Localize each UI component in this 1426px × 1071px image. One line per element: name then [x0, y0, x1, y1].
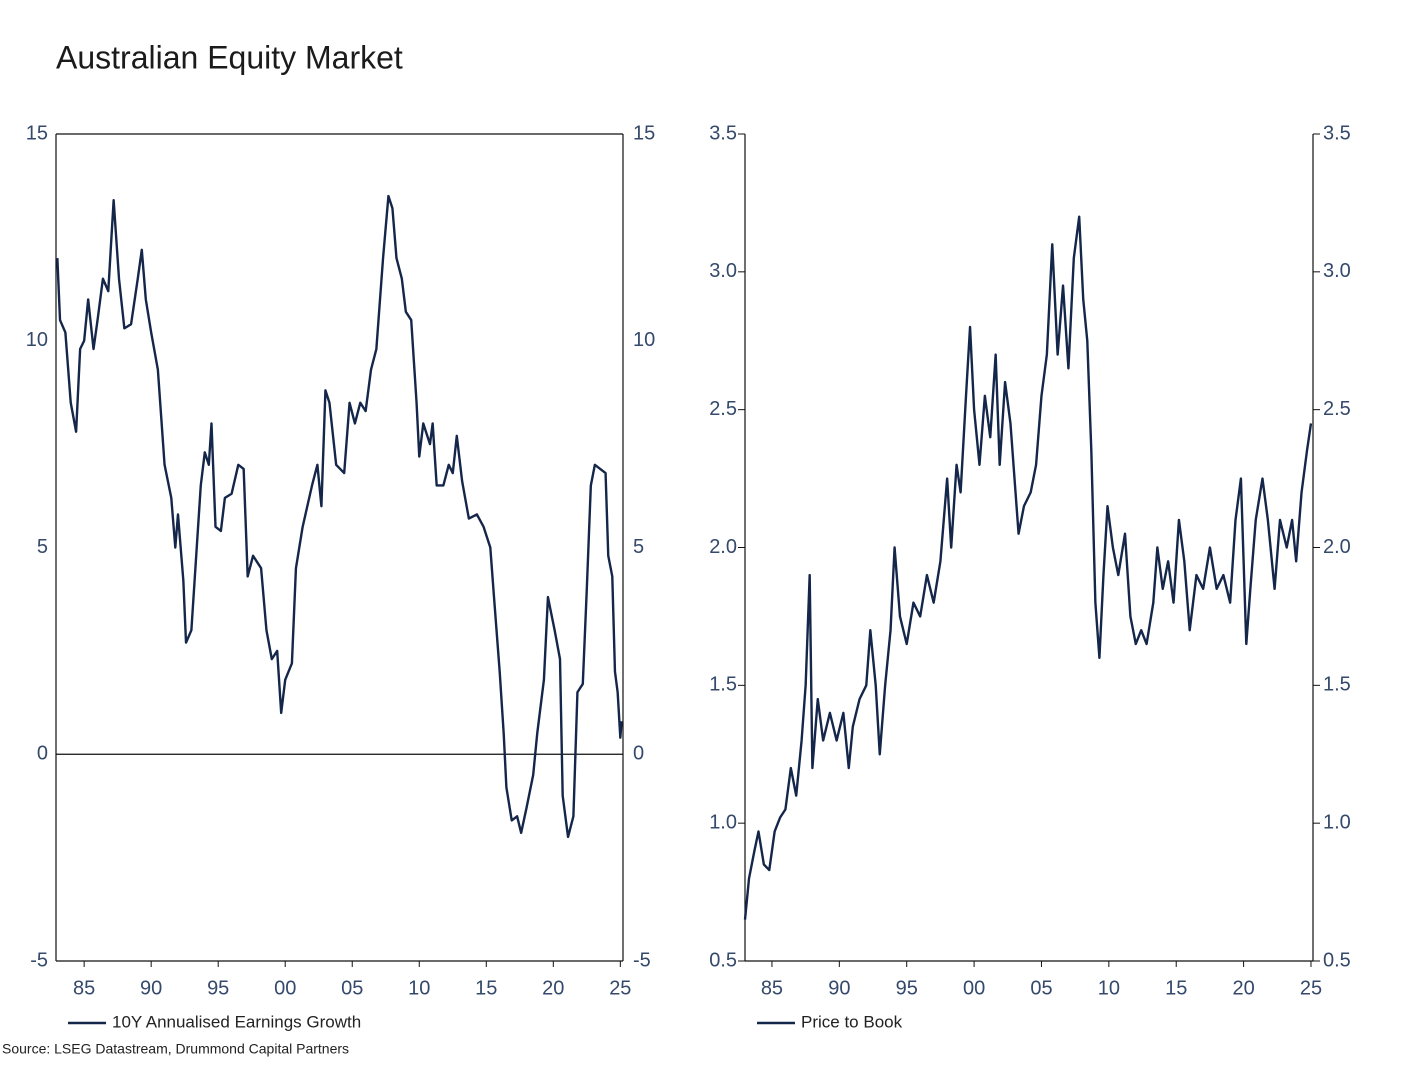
- legend-label: 10Y Annualised Earnings Growth: [112, 1012, 361, 1031]
- y2-tick-label: 2.5: [1323, 398, 1351, 420]
- x-tick-label: 05: [341, 977, 363, 999]
- page-title: Australian Equity Market: [56, 39, 403, 75]
- y2-tick-label: 3.0: [1323, 260, 1351, 282]
- x-tick-label: 20: [542, 977, 564, 999]
- y-tick-label: 1.5: [709, 674, 737, 696]
- y-tick-label: 3.5: [709, 122, 737, 144]
- x-tick-label: 10: [1098, 977, 1120, 999]
- x-tick-label: 95: [207, 977, 229, 999]
- y-tick-label: 10: [26, 329, 48, 351]
- y-tick-label: 2.0: [709, 536, 737, 558]
- y2-tick-label: -5: [633, 949, 651, 971]
- y2-tick-label: 5: [633, 536, 644, 558]
- x-tick-label: 05: [1030, 977, 1052, 999]
- x-tick-label: 85: [73, 977, 95, 999]
- y-tick-label: 5: [37, 536, 48, 558]
- y-tick-label: 2.5: [709, 398, 737, 420]
- y-tick-label: 1.0: [709, 811, 737, 833]
- x-tick-label: 00: [963, 977, 985, 999]
- legend-label: Price to Book: [801, 1012, 903, 1031]
- x-tick-label: 10: [408, 977, 430, 999]
- x-tick-label: 25: [609, 977, 631, 999]
- x-tick-label: 00: [274, 977, 296, 999]
- y-tick-label: 0.5: [709, 949, 737, 971]
- x-tick-label: 85: [761, 977, 783, 999]
- y2-tick-label: 1.5: [1323, 674, 1351, 696]
- y-tick-label: 15: [26, 122, 48, 144]
- y2-tick-label: 0: [633, 743, 644, 765]
- y2-tick-label: 10: [633, 329, 655, 351]
- x-tick-label: 90: [140, 977, 162, 999]
- x-tick-label: 15: [475, 977, 497, 999]
- series-line: [743, 215, 1313, 920]
- y2-tick-label: 3.5: [1323, 122, 1351, 144]
- y2-tick-label: 2.0: [1323, 536, 1351, 558]
- source-note: Source: LSEG Datastream, Drummond Capita…: [2, 1041, 349, 1057]
- x-tick-label: 15: [1165, 977, 1187, 999]
- y-tick-label: -5: [30, 949, 48, 971]
- x-tick-label: 90: [828, 977, 850, 999]
- x-tick-label: 20: [1232, 977, 1254, 999]
- x-tick-label: 95: [896, 977, 918, 999]
- x-tick-label: 25: [1300, 977, 1322, 999]
- y2-tick-label: 0.5: [1323, 949, 1351, 971]
- y2-tick-label: 1.0: [1323, 811, 1351, 833]
- y-tick-label: 0: [37, 743, 48, 765]
- y-tick-label: 3.0: [709, 260, 737, 282]
- y2-tick-label: 15: [633, 122, 655, 144]
- line-chart: 0.5 1.0 1.5 2.0 2.5 3.0 3.5 0.5 1.0 1.5 2.0 2.5 3.0 3…: [709, 122, 1351, 1031]
- series-line: [56, 194, 623, 839]
